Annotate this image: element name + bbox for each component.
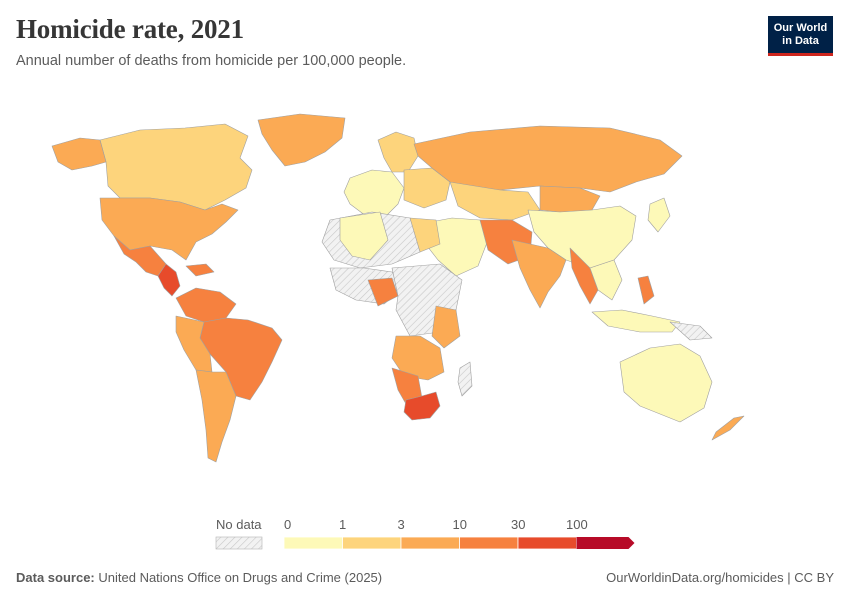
region-scandinavia[interactable] [377, 131, 419, 173]
legend-bin-3[interactable] [459, 536, 519, 550]
region-indonesia[interactable] [591, 309, 681, 333]
chart-title: Homicide rate, 2021 [16, 14, 244, 44]
region-japan[interactable] [647, 197, 671, 233]
legend-bin-5[interactable] [576, 537, 635, 549]
legend-tick-100: 100 [566, 517, 588, 532]
region-russia[interactable] [413, 125, 683, 197]
region-alaska[interactable] [51, 137, 107, 171]
legend-no-data-swatch [215, 536, 263, 550]
legend-bin-0[interactable] [283, 536, 343, 550]
region-southern-cone[interactable] [195, 369, 237, 463]
region-caribbean[interactable] [185, 263, 215, 277]
world-map[interactable] [0, 100, 850, 480]
legend-bar [215, 536, 635, 550]
legend-bin-4[interactable] [517, 536, 577, 550]
region-greenland[interactable] [257, 113, 346, 167]
region-south-africa[interactable] [403, 391, 441, 421]
logo-line-1: Our World [773, 21, 828, 34]
region-mongolia[interactable] [539, 185, 601, 213]
legend-bin-1[interactable] [342, 536, 402, 550]
region-usa[interactable] [99, 197, 239, 261]
region-new-zealand[interactable] [711, 415, 745, 441]
region-australia[interactable] [619, 343, 713, 423]
owid-logo[interactable]: Our World in Data [768, 16, 833, 56]
legend-bin-2[interactable] [400, 536, 460, 550]
legend-tick-1: 1 [339, 517, 347, 532]
legend-no-data-label: No data [216, 517, 262, 532]
footer-source: Data source: United Nations Office on Dr… [16, 570, 382, 585]
region-north-south-america[interactable] [175, 287, 237, 323]
legend-tick-3: 3 [397, 517, 405, 532]
source-text[interactable]: United Nations Office on Drugs and Crime… [98, 570, 383, 585]
region-egypt[interactable] [409, 217, 441, 253]
region-canada[interactable] [99, 123, 253, 211]
region-east-africa[interactable] [431, 305, 461, 349]
region-central-asia[interactable] [449, 181, 541, 221]
region-new-guinea[interactable] [669, 321, 713, 341]
legend: No data 0 1 3 10 30 100 [0, 510, 850, 555]
legend-tick-30: 30 [511, 517, 526, 532]
region-western-europe[interactable] [343, 169, 405, 217]
logo-line-2: in Data [782, 34, 819, 47]
source-label: Data source: [16, 570, 95, 585]
region-india[interactable] [511, 239, 567, 309]
region-southern-central-africa[interactable] [391, 335, 445, 381]
region-central-america[interactable] [157, 263, 181, 297]
region-maghreb[interactable] [339, 211, 389, 261]
region-madagascar[interactable] [457, 361, 473, 397]
legend-tick-0: 0 [284, 517, 292, 532]
footer-right[interactable]: OurWorldinData.org/homicides | CC BY [606, 570, 834, 585]
legend-tick-10: 10 [452, 517, 467, 532]
region-indochina[interactable] [589, 259, 623, 301]
chart-subtitle: Annual number of deaths from homicide pe… [16, 53, 407, 69]
region-philippines[interactable] [637, 275, 655, 305]
